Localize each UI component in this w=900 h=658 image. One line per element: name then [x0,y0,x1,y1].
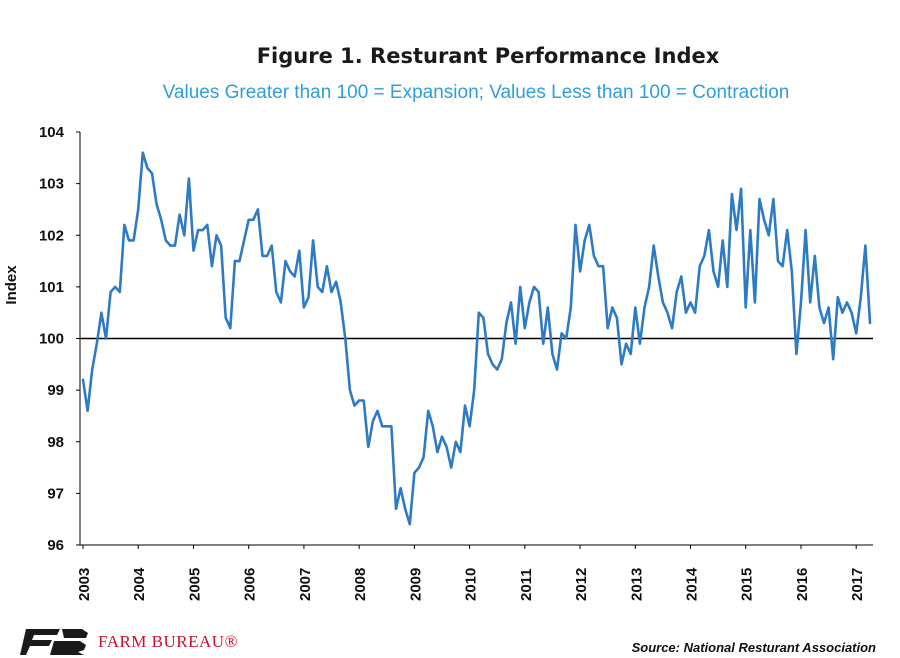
x-tick-label: 2013 [628,568,645,601]
source-note: Source: National Resturant Association [631,640,876,655]
farm-bureau-logo-icon [20,629,88,655]
y-tick-label: 99 [47,382,64,399]
farm-bureau-brand-text: FARM BUREAU® [98,632,238,651]
x-tick-label: 2008 [352,568,369,601]
x-tick-label: 2007 [297,568,314,601]
chart-title: Figure 1. Resturant Performance Index [256,44,720,68]
x-tick-label: 2017 [849,568,866,601]
y-tick-label: 96 [47,537,64,554]
x-tick-label: 2015 [739,568,756,601]
x-tick-label: 2016 [794,568,811,601]
x-tick-label: 2003 [76,568,93,601]
y-tick-label: 104 [39,124,65,141]
x-tick-label: 2010 [463,568,480,601]
x-tick-label: 2014 [684,567,701,601]
y-tick-label: 100 [39,331,64,348]
x-tick-label: 2006 [242,568,259,601]
y-axis-label: Index [3,265,20,305]
series-line-performance-index [81,151,872,526]
y-tick-label: 97 [47,485,64,502]
chart-subtitle: Values Greater than 100 = Expansion; Val… [162,82,790,103]
y-tick-label: 102 [39,227,64,244]
x-tick-label: 2004 [131,567,148,601]
x-tick-label: 2005 [186,568,203,601]
x-tick-label: 2009 [407,568,424,601]
x-tick-label: 2011 [518,568,535,601]
y-tick-label: 103 [39,176,64,193]
x-tick-label: 2012 [573,568,590,601]
y-tick-label: 101 [39,279,64,296]
farm-bureau-logo: FARM BUREAU® [20,627,238,657]
y-tick-label: 98 [47,434,64,451]
